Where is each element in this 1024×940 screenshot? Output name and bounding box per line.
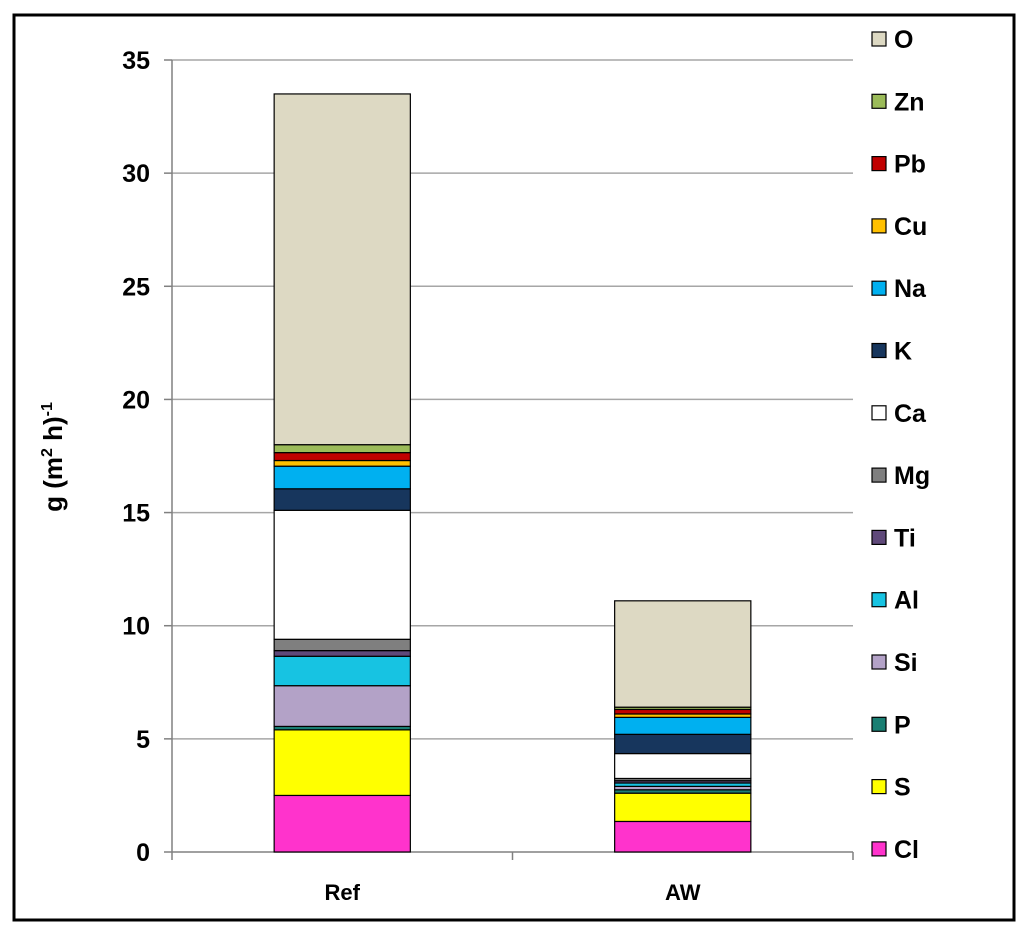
bar-segment-aw-pb [614,708,752,715]
legend-label-o: O [894,26,913,54]
legend-swatch-cl [871,841,887,857]
bar-segment-ref-na [273,465,411,490]
bar-segment-aw-s [614,792,752,823]
bar-segment-ref-pb [273,452,411,462]
bar-segment-ref-ti [273,650,411,657]
legend-label-pb: Pb [894,151,926,179]
bar-segment-ref-s [273,729,411,797]
y-tick-label: 0 [136,839,150,867]
legend-label-si: Si [894,649,918,677]
y-tick-label: 35 [122,47,150,75]
legend-swatch-o [871,31,887,47]
legend-swatch-p [871,716,887,732]
bar-segment-ref-al [273,655,411,687]
legend-swatch-ti [871,529,887,546]
y-axis-label: g (m2 h)-1 [38,402,68,512]
bar-segment-aw-ca [614,752,752,780]
legend-label-zn: Zn [894,88,925,116]
y-tick-label: 15 [122,500,150,528]
legend-swatch-zn [871,93,887,109]
y-tick-label: 25 [122,273,150,301]
legend-swatch-s [871,778,887,795]
legend-label-mg: Mg [894,462,930,490]
axis-labels: g (m2 h)-1 0 5 10 15 20 25 30 35 Ref AW [38,47,701,905]
legend-swatch-cu [871,218,887,234]
legend-swatch-k [871,342,887,359]
legend-swatch-si [871,654,887,670]
legend-label-al: Al [894,587,919,615]
chart-frame [12,13,1016,922]
legend-swatch-mg [871,467,887,483]
y-tick-label: 20 [122,386,150,414]
bar-segment-ref-cl [273,794,411,853]
legend-swatch-pb [871,156,887,172]
bars [273,93,752,853]
bar-segment-aw-cl [614,820,752,853]
legend-label-ca: Ca [894,400,927,428]
legend-swatch-al [871,592,887,608]
bar-segment-ref-k [273,488,411,511]
legend-swatch-ca [871,405,887,421]
bar-segment-ref-mg [273,638,411,652]
legend-label-ti: Ti [894,524,916,552]
bar-segment-ref-o [273,93,411,446]
legend-label-cl: Cl [894,836,919,864]
y-tick-label: 30 [122,160,150,188]
legend-label-k: K [894,338,912,366]
legend: O Zn Pb Cu Na K Ca Mg Ti Al Si P S Cl [871,26,930,864]
bar-segment-aw-o [614,600,752,708]
bar-segment-aw-k [614,733,752,755]
legend-swatch-na [871,280,887,296]
legend-label-cu: Cu [894,213,927,241]
y-tick-label: 10 [122,613,150,641]
bar-segment-ref-zn [273,444,411,454]
bar-segment-aw-na [614,716,752,735]
legend-label-p: P [894,711,911,739]
x-category-label: AW [665,880,701,905]
x-category-label: Ref [325,880,361,905]
legend-label-na: Na [894,275,927,303]
y-tick-label: 5 [136,726,150,754]
bar-segment-ref-si [273,685,411,728]
bar-segment-ref-ca [273,509,411,640]
bar-segment-ref-cu [273,459,411,467]
legend-label-s: S [894,774,911,802]
